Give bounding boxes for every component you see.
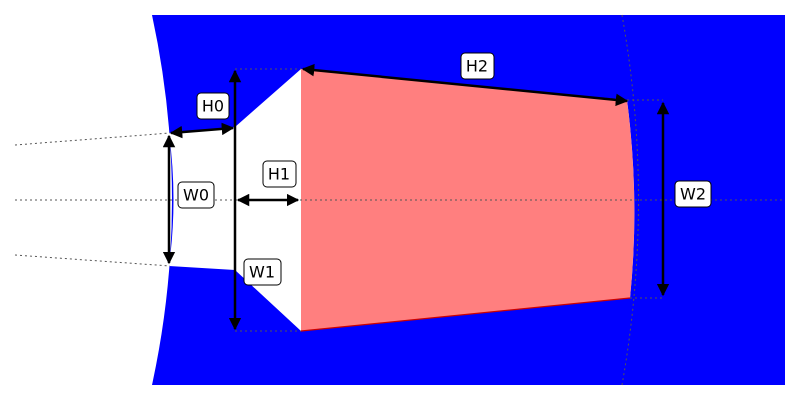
w0-label: W0 bbox=[177, 181, 215, 209]
h0-arrow bbox=[169, 122, 235, 139]
w1-label: W1 bbox=[243, 258, 282, 286]
w0-label-text: W0 bbox=[183, 186, 209, 205]
opening-guide-bottom bbox=[14, 254, 171, 267]
w2-label-text: W2 bbox=[680, 185, 706, 204]
w1-label-text: W1 bbox=[249, 263, 275, 282]
h0-label-text: H0 bbox=[202, 97, 224, 116]
w2-label: W2 bbox=[674, 180, 712, 208]
h1-label-text: H1 bbox=[268, 165, 290, 184]
h0-label: H0 bbox=[196, 92, 230, 120]
h1-label: H1 bbox=[262, 160, 297, 188]
h2-label-text: H2 bbox=[466, 57, 488, 76]
bore-arc-guide bbox=[621, 14, 639, 386]
winding-area bbox=[301, 69, 635, 331]
opening-guide-top bbox=[14, 132, 171, 146]
h2-arrow bbox=[301, 63, 629, 107]
winding-area-edge bbox=[300, 297, 631, 332]
h2-label: H2 bbox=[460, 52, 495, 80]
